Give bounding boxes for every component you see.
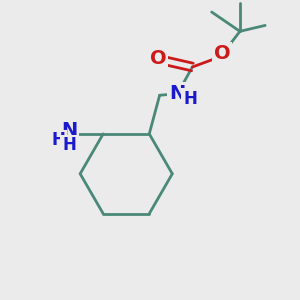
Text: H: H (51, 131, 65, 149)
Text: N: N (169, 84, 186, 103)
Text: N: N (61, 121, 77, 140)
Text: H: H (183, 90, 197, 108)
Text: O: O (214, 44, 230, 63)
Text: H: H (62, 136, 76, 154)
Text: O: O (150, 49, 166, 68)
